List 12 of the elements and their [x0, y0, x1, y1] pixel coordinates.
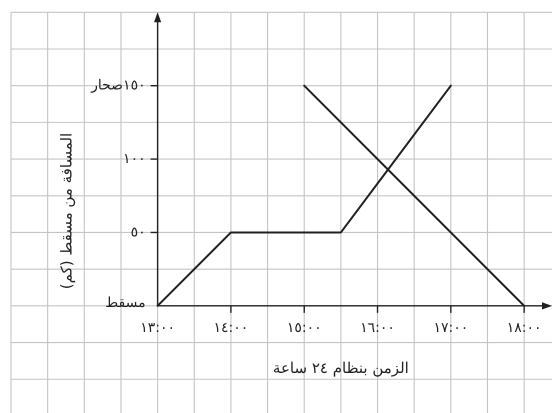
- x-axis-title: الزمن بنظام ٢٤ ساعة: [272, 358, 409, 377]
- y-tick-label: مسقط: [105, 294, 146, 311]
- x-tick-label: ١٥:٠٠: [286, 320, 322, 336]
- y-tick-label: ١٠٠: [123, 151, 146, 168]
- x-tick-label: ١٨:٠٠: [506, 320, 542, 336]
- y-axis-title: المسافة من مسقط (كم): [58, 132, 76, 290]
- x-tick-label: ١٣:٠٠: [140, 320, 176, 336]
- x-tick-label: ١٤:٠٠: [214, 320, 248, 336]
- x-tick-label: ١٦:٠٠: [360, 320, 395, 336]
- y-tick-label: ٥٠: [130, 224, 146, 240]
- x-tick-label: ١٧:٠٠: [433, 320, 468, 336]
- y-tick-label: ١٥٠صحار: [90, 78, 146, 94]
